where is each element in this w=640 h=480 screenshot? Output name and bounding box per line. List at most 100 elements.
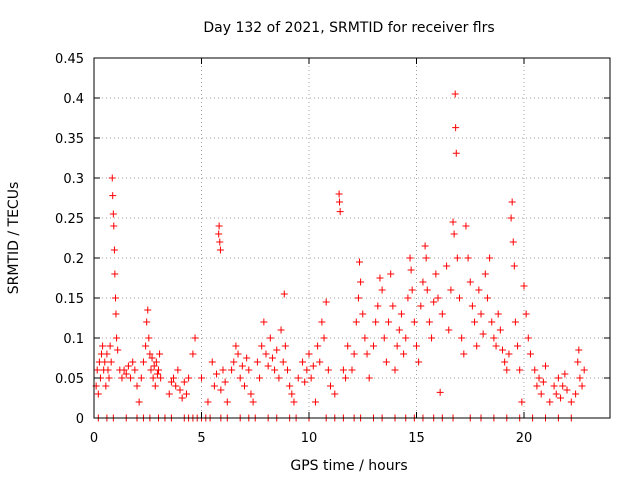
data-point [407, 266, 415, 274]
plot-frame [93, 57, 611, 419]
data-point [410, 318, 418, 326]
data-point [363, 350, 371, 358]
data-point [256, 374, 264, 382]
data-point [324, 366, 332, 374]
data-point [359, 310, 367, 318]
data-point [303, 366, 311, 374]
data-point [213, 370, 221, 378]
data-point [258, 342, 266, 350]
data-point [550, 382, 558, 390]
data-point [404, 294, 412, 302]
data-point [288, 390, 296, 398]
data-point [294, 374, 302, 382]
x-axis-title: GPS time / hours [290, 458, 407, 474]
data-point [397, 310, 405, 318]
data-point [245, 366, 253, 374]
x-tick-label: 10 [301, 431, 318, 446]
data-point [153, 370, 161, 378]
data-point [156, 350, 164, 358]
data-point [578, 382, 586, 390]
data-point [522, 310, 530, 318]
data-point [307, 374, 315, 382]
data-point [314, 342, 322, 350]
data-point [120, 366, 128, 374]
data-point [567, 398, 575, 406]
data-point [336, 198, 344, 206]
data-point [357, 278, 365, 286]
data-point [110, 222, 118, 230]
data-point [281, 342, 289, 350]
data-point [344, 342, 352, 350]
data-point [389, 302, 397, 310]
data-point [430, 298, 438, 306]
data-point [432, 270, 440, 278]
data-point [460, 350, 468, 358]
data-point [503, 366, 511, 374]
data-point [447, 286, 455, 294]
data-point [320, 334, 328, 342]
data-point [415, 358, 423, 366]
data-point [387, 270, 395, 278]
data-point [382, 358, 390, 366]
data-point [542, 362, 549, 370]
data-point [129, 358, 137, 366]
data-point [215, 230, 223, 238]
data-point [215, 222, 223, 230]
data-point [170, 374, 178, 382]
data-point [148, 354, 156, 362]
data-point [563, 386, 571, 394]
data-point [428, 334, 436, 342]
data-point [198, 374, 205, 382]
data-point [422, 254, 430, 262]
y-axis-title: SRMTID / TECUs [6, 182, 22, 295]
data-point [561, 370, 569, 378]
data-point [230, 358, 238, 366]
data-point [434, 294, 442, 302]
data-point [145, 334, 153, 342]
data-point [174, 366, 182, 374]
data-point [172, 382, 180, 390]
data-point [109, 210, 117, 218]
data-point [216, 246, 224, 254]
y-axis-ticks: 0 0.05 0.1 0.15 0.2 0.25 0.3 0.35 0.4 0.45 [55, 52, 610, 427]
data-point [301, 378, 309, 386]
data-point [445, 326, 453, 334]
data-point [182, 390, 190, 398]
data-point [580, 366, 588, 374]
y-tick-label: 0.45 [55, 52, 84, 67]
data-point [309, 362, 317, 370]
data-point [466, 278, 474, 286]
data-point [509, 238, 517, 246]
x-axis-ticks: 0 5 10 15 20 [90, 58, 532, 446]
data-point [93, 366, 101, 374]
data-point [348, 366, 356, 374]
data-point [94, 390, 102, 398]
data-point [221, 378, 229, 386]
data-point [452, 149, 460, 157]
data-point [112, 310, 120, 318]
data-point [520, 282, 528, 290]
data-point [279, 358, 287, 366]
data-point [271, 366, 279, 374]
data-point [576, 374, 584, 382]
data-points [92, 90, 588, 422]
data-point [378, 286, 386, 294]
data-point [572, 390, 580, 398]
data-point [247, 390, 255, 398]
data-point [165, 390, 173, 398]
data-point [400, 350, 408, 358]
chart-title: Day 132 of 2021, SRMTID for receiver flr… [203, 20, 494, 36]
data-point [372, 318, 380, 326]
data-point [452, 124, 460, 132]
data-point [180, 378, 188, 386]
data-point [505, 350, 513, 358]
data-point [149, 374, 157, 382]
data-point [286, 382, 294, 390]
y-tick-label: 0.3 [63, 172, 84, 187]
data-point [361, 334, 369, 342]
data-point [167, 378, 175, 386]
y-tick-label: 0.1 [63, 332, 84, 347]
y-tick-label: 0.2 [63, 252, 84, 267]
data-point [223, 398, 231, 406]
